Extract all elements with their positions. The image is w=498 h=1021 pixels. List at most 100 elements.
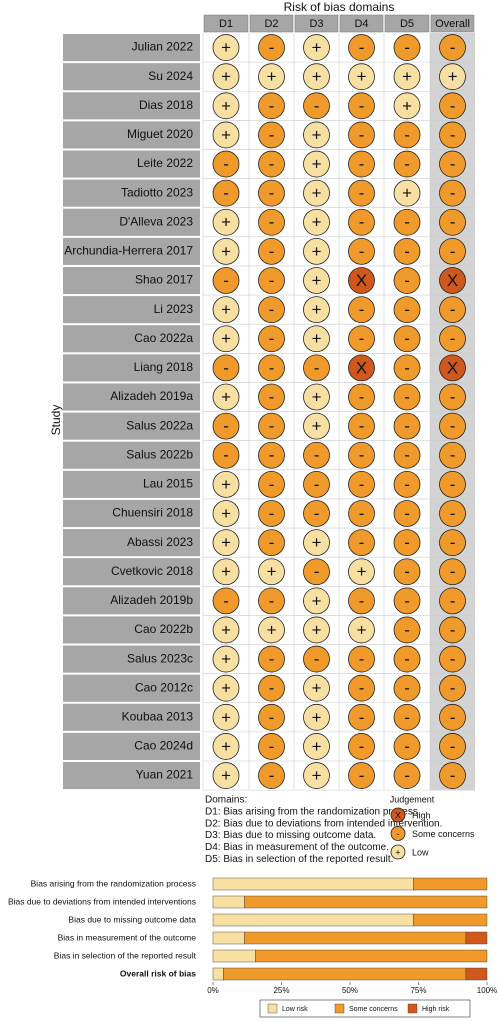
judgement-circle <box>303 354 330 382</box>
judgement-circle-symbol: + <box>312 242 322 261</box>
judgement-circle-symbol: - <box>450 300 456 319</box>
judgement-circle <box>439 150 466 178</box>
judgement-circle <box>258 383 285 411</box>
study-label: Leite 2022 <box>137 156 193 170</box>
judgement-circle <box>258 645 285 673</box>
judgement-circle <box>348 208 375 236</box>
judgement-circle <box>303 412 330 440</box>
judgement-circle-symbol: - <box>359 242 365 261</box>
judgement-circle <box>258 470 285 498</box>
y-axis-label: Study <box>49 405 63 436</box>
judgement-circle-symbol: - <box>314 562 320 581</box>
judgement-circle-symbol: + <box>312 708 322 727</box>
judgement-circle-symbol: - <box>359 125 365 144</box>
study-box <box>63 121 200 149</box>
study-box <box>63 34 200 62</box>
judgement-circle-symbol: + <box>221 387 231 406</box>
domain-legend-line: D4: Bias in measurement of the outcome. <box>205 842 389 853</box>
judgement-circle <box>348 733 375 760</box>
judgement-circle-symbol: + <box>448 67 458 86</box>
judgement-circle <box>348 703 375 731</box>
judgement-circle-symbol: - <box>359 184 365 203</box>
judgement-circle-symbol: + <box>221 213 231 232</box>
judgement-circle-symbol: - <box>269 650 275 669</box>
study-label: Salus 2022b <box>126 447 193 461</box>
judgement-circle-symbol: + <box>312 737 322 756</box>
judgement-circle-symbol: + <box>312 591 322 610</box>
bar-segment <box>413 913 488 927</box>
judgement-circle-symbol: - <box>404 242 410 261</box>
judgement-circle-symbol: - <box>359 38 365 57</box>
study-box <box>63 499 200 528</box>
judgement-circle <box>212 674 240 702</box>
judgement-circle-symbol: + <box>267 620 277 639</box>
judgement-circle <box>258 500 285 527</box>
domain-label: D5 <box>400 18 414 30</box>
judgement-circle <box>393 267 421 294</box>
judgement-circle-symbol: + <box>312 213 322 232</box>
judgement-circle-symbol: + <box>221 620 231 639</box>
legend-label: Low <box>412 847 429 857</box>
domain-label: D4 <box>354 18 368 30</box>
judgement-circle <box>258 616 285 644</box>
judgement-circle-symbol: - <box>314 650 320 669</box>
judgement-circle <box>348 441 375 469</box>
judgement-circle-symbol: + <box>221 242 231 261</box>
judgement-circle <box>212 296 240 324</box>
judgement-circle <box>393 237 421 265</box>
judgement-circle <box>439 121 466 149</box>
judgement-circle-symbol: + <box>221 737 231 756</box>
study-label: Dias 2018 <box>139 98 193 112</box>
judgement-circle-symbol: - <box>269 387 275 406</box>
judgement-circle-symbol: - <box>269 242 275 261</box>
judgement-circle <box>303 703 330 731</box>
study-label: Lau 2015 <box>143 477 193 491</box>
judgement-circle-symbol: - <box>450 766 456 785</box>
judgement-circle <box>258 354 285 382</box>
judgement-circle-symbol: - <box>359 708 365 727</box>
study-label: Li 2023 <box>154 302 194 316</box>
judgement-circle <box>439 34 466 61</box>
judgement-circle <box>393 63 421 91</box>
judgement-circle <box>258 63 285 91</box>
judgement-circle-symbol: - <box>269 591 275 610</box>
judgement-circle-symbol: - <box>223 417 229 436</box>
judgement-circle <box>348 412 375 440</box>
judgement-legend-title: Judgement <box>390 794 435 804</box>
study-box <box>63 441 200 469</box>
judgement-circle <box>212 645 240 673</box>
judgement-circle-symbol: - <box>269 446 275 465</box>
judgement-circle <box>439 703 466 731</box>
judgement-circle-symbol: - <box>450 96 456 115</box>
judgement-circle-symbol: - <box>359 417 365 436</box>
judgement-circle <box>439 383 466 411</box>
judgement-circle-symbol: - <box>404 38 410 57</box>
judgement-circle <box>258 674 285 702</box>
judgement-circle <box>393 92 421 120</box>
study-box <box>63 63 200 91</box>
judgement-circle-symbol: - <box>269 184 275 203</box>
judgement-circle <box>212 412 240 440</box>
judgement-circle-symbol: + <box>312 329 322 348</box>
judgement-circle-symbol: - <box>269 125 275 144</box>
legend-label: High risk <box>422 1006 450 1013</box>
judgement-circle <box>439 762 466 789</box>
category-label: Bias due to missing outcome data <box>68 914 196 924</box>
judgement-circle <box>348 63 375 91</box>
judgement-circle <box>212 470 240 498</box>
judgement-circle-symbol: + <box>221 96 231 115</box>
judgement-circle <box>348 558 375 586</box>
judgement-circle-symbol: + <box>312 67 322 86</box>
domain-legend-line: D2: Bias due to deviations from intended… <box>205 818 442 829</box>
judgement-circle <box>348 150 375 178</box>
judgement-circle <box>212 121 240 149</box>
judgement-circle <box>258 121 285 149</box>
x-tick-label: 0% <box>207 986 219 995</box>
study-box <box>63 616 200 644</box>
domain-header <box>339 14 384 33</box>
judgement-circle <box>348 500 375 527</box>
category-label: Bias in measurement of the outcome <box>58 932 197 942</box>
judgement-circle <box>439 645 466 673</box>
study-label: Alizadeh 2019b <box>110 593 193 607</box>
